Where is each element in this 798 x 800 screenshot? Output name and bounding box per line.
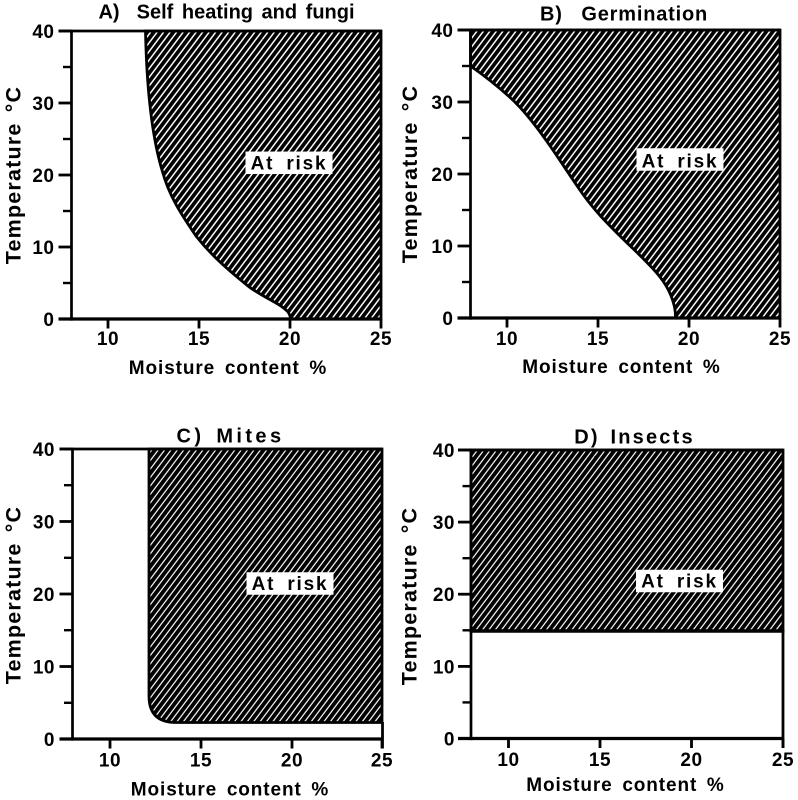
svg-text:Temperature °C: Temperature °C <box>2 506 26 685</box>
svg-text:20: 20 <box>431 165 453 186</box>
svg-text:0: 0 <box>43 310 54 331</box>
svg-text:10: 10 <box>496 329 518 350</box>
svg-text:0: 0 <box>44 730 55 751</box>
svg-text:Temperature °C: Temperature °C <box>2 86 26 265</box>
svg-text:40: 40 <box>32 22 54 43</box>
svg-text:20: 20 <box>33 585 55 606</box>
svg-text:40: 40 <box>33 440 55 461</box>
svg-text:Moisture content %: Moisture content % <box>129 358 327 379</box>
svg-text:15: 15 <box>190 751 212 772</box>
svg-text:D) Insects: D) Insects <box>574 427 695 449</box>
svg-text:10: 10 <box>431 237 453 258</box>
svg-text:10: 10 <box>99 751 121 772</box>
svg-text:A) Self heating and fungi: A) Self heating and fungi <box>98 2 354 24</box>
svg-text:25: 25 <box>371 751 393 772</box>
svg-text:0: 0 <box>442 309 453 330</box>
svg-text:20: 20 <box>279 329 301 350</box>
svg-text:15: 15 <box>587 329 609 350</box>
svg-text:25: 25 <box>772 750 794 771</box>
svg-text:At risk: At risk <box>642 152 719 173</box>
svg-text:25: 25 <box>370 329 392 350</box>
svg-text:30: 30 <box>433 513 455 534</box>
svg-text:20: 20 <box>678 329 700 350</box>
svg-text:30: 30 <box>431 93 453 114</box>
svg-text:10: 10 <box>497 750 519 771</box>
svg-text:15: 15 <box>188 329 210 350</box>
svg-text:Temperature °C: Temperature °C <box>398 507 422 686</box>
svg-text:Temperature °C: Temperature °C <box>398 85 422 264</box>
svg-text:30: 30 <box>32 94 54 115</box>
svg-text:10: 10 <box>433 657 455 678</box>
svg-text:10: 10 <box>33 657 55 678</box>
svg-text:Moisture content %: Moisture content % <box>522 357 720 378</box>
svg-text:10: 10 <box>97 329 119 350</box>
svg-text:B) Germination: B) Germination <box>540 4 708 26</box>
svg-text:Moisture content %: Moisture content % <box>526 775 724 796</box>
svg-text:Moisture content %: Moisture content % <box>131 780 329 800</box>
svg-text:20: 20 <box>680 750 702 771</box>
svg-text:25: 25 <box>769 329 791 350</box>
svg-text:15: 15 <box>589 750 611 771</box>
svg-text:20: 20 <box>433 585 455 606</box>
svg-text:30: 30 <box>33 512 55 533</box>
svg-text:At risk: At risk <box>641 572 718 593</box>
svg-text:C) Mites: C) Mites <box>177 426 285 448</box>
svg-text:10: 10 <box>32 238 54 259</box>
svg-text:At risk: At risk <box>252 574 329 595</box>
svg-text:0: 0 <box>444 729 455 750</box>
svg-text:40: 40 <box>433 441 455 462</box>
svg-text:20: 20 <box>32 166 54 187</box>
svg-text:At risk: At risk <box>251 153 328 174</box>
svg-text:20: 20 <box>281 751 303 772</box>
svg-text:40: 40 <box>431 21 453 42</box>
